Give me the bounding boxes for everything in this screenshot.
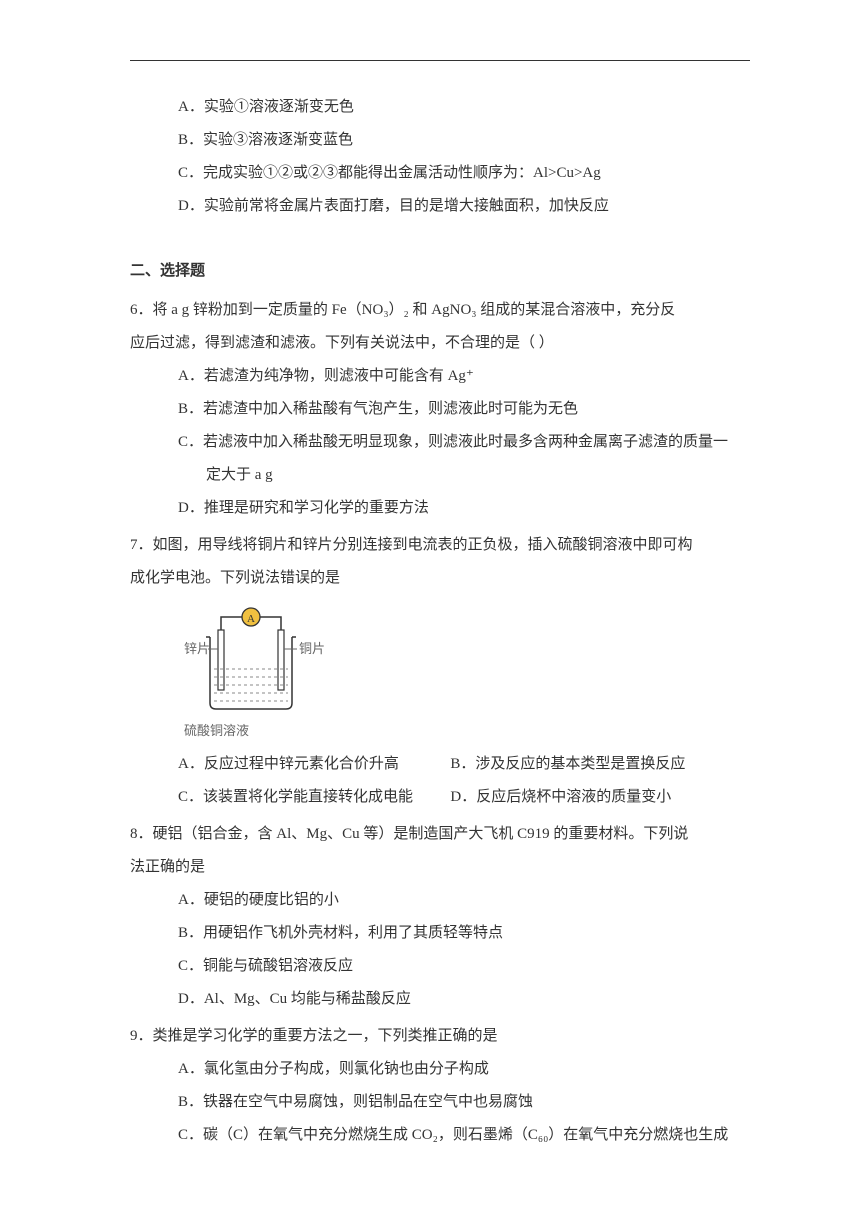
q6-stem-line1: 6．将 a g 锌粉加到一定质量的 Fe（NO₃）₂ 和 AgNO₃ 组成的某混… xyxy=(130,294,750,327)
section-2-title: 二、选择题 xyxy=(130,255,750,288)
q7-option-b: B．涉及反应的基本类型是置换反应 xyxy=(450,748,750,781)
q8-option-b: B．用硬铝作飞机外壳材料，利用了其质轻等特点 xyxy=(150,917,750,950)
q9-option-c: C．碳（C）在氧气中充分燃烧生成 CO₂，则石墨烯（C₆₀）在氧气中充分燃烧也生… xyxy=(150,1119,750,1152)
q7-option-c: C．该装置将化学能直接转化成电能 xyxy=(178,781,450,814)
q6-option-d: D．推理是研究和学习化学的重要方法 xyxy=(150,492,750,525)
q8-option-c: C．铜能与硫酸铝溶液反应 xyxy=(150,950,750,983)
q7-option-a: A．反应过程中锌元素化合价升高 xyxy=(178,748,450,781)
q8-stem-line2: 法正确的是 xyxy=(130,851,750,884)
q9-option-b: B．铁器在空气中易腐蚀，则铝制品在空气中也易腐蚀 xyxy=(150,1086,750,1119)
q6-option-c-line1: C．若滤液中加入稀盐酸无明显现象，则滤液此时最多含两种金属离子滤渣的质量一 xyxy=(150,426,750,459)
q6-option-c-line2: 定大于 a g xyxy=(150,459,750,492)
q7-options-row1: A．反应过程中锌元素化合价升高 B．涉及反应的基本类型是置换反应 xyxy=(178,748,750,781)
q5-option-c: C．完成实验①②或②③都能得出金属活动性顺序为：Al>Cu>Ag xyxy=(150,157,750,190)
zinc-label: 锌片 xyxy=(184,641,210,656)
q7-options-row2: C．该装置将化学能直接转化成电能 D．反应后烧杯中溶液的质量变小 xyxy=(178,781,750,814)
q5-option-d: D．实验前常将金属片表面打磨，目的是增大接触面积，加快反应 xyxy=(150,190,750,223)
q5-option-b: B．实验③溶液逐渐变蓝色 xyxy=(150,124,750,157)
document-page: A．实验①溶液逐渐变无色 B．实验③溶液逐渐变蓝色 C．完成实验①②或②③都能得… xyxy=(0,0,860,1192)
q6-option-b: B．若滤渣中加入稀盐酸有气泡产生，则滤液此时可能为无色 xyxy=(150,393,750,426)
header-rule xyxy=(130,60,750,61)
q8-stem-line1: 8．硬铝（铝合金，含 Al、Mg、Cu 等）是制造国产大飞机 C919 的重要材… xyxy=(130,818,750,851)
copper-label: 铜片 xyxy=(299,641,325,656)
q6-stem-line2: 应后过滤，得到滤渣和滤液。下列有关说法中，不合理的是（ ） xyxy=(130,327,750,360)
electrochemical-cell-diagram: A 锌片 铜片 xyxy=(166,605,336,715)
q5-option-a: A．实验①溶液逐渐变无色 xyxy=(150,91,750,124)
q8-option-d: D．Al、Mg、Cu 均能与稀盐酸反应 xyxy=(150,983,750,1016)
q7-stem-line2: 成化学电池。下列说法错误的是 xyxy=(130,562,750,595)
q8-option-a: A．硬铝的硬度比铝的小 xyxy=(150,884,750,917)
svg-text:A: A xyxy=(247,613,255,625)
diagram-caption: 硫酸铜溶液 xyxy=(184,717,750,746)
q7-diagram: A 锌片 铜片 硫酸铜溶液 xyxy=(166,605,750,746)
q7-stem-line1: 7．如图，用导线将铜片和锌片分别连接到电流表的正负极，插入硫酸铜溶液中即可构 xyxy=(130,529,750,562)
q6-option-a: A．若滤渣为纯净物，则滤液中可能含有 Ag⁺ xyxy=(150,360,750,393)
q7-option-d: D．反应后烧杯中溶液的质量变小 xyxy=(450,781,750,814)
q9-option-a: A．氯化氢由分子构成，则氯化钠也由分子构成 xyxy=(150,1053,750,1086)
q9-stem: 9．类推是学习化学的重要方法之一，下列类推正确的是 xyxy=(130,1020,750,1053)
